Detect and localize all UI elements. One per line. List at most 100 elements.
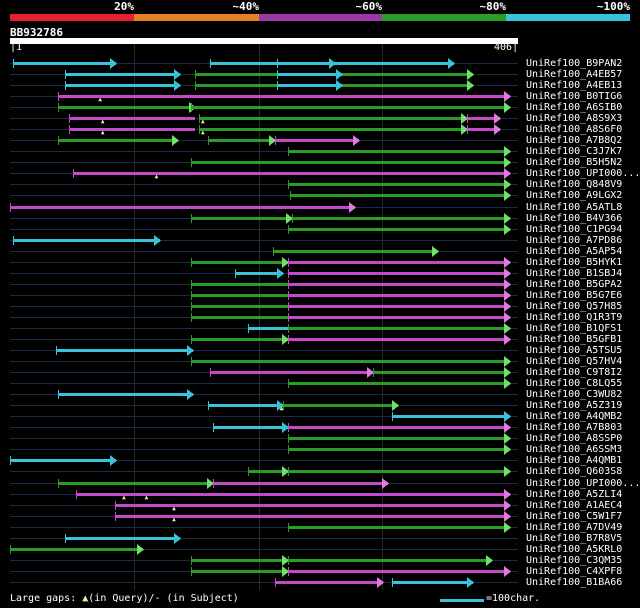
alignment-segment[interactable] xyxy=(65,73,181,77)
alignment-segment[interactable] xyxy=(287,271,511,275)
hit-name-link[interactable]: UniRef100_C9T8I2 xyxy=(526,367,623,379)
alignment-segment[interactable] xyxy=(72,172,511,176)
hit-name-link[interactable]: UniRef100_C3WU82 xyxy=(526,389,623,401)
alignment-segment[interactable] xyxy=(191,161,511,165)
hit-name-link[interactable]: UniRef100_B7R8V5 xyxy=(526,532,623,544)
hit-name-link[interactable]: UniRef100_B5GPA2 xyxy=(526,278,623,290)
hit-name-link[interactable]: UniRef100_A7B803 xyxy=(526,422,623,434)
hit-name-link[interactable]: UniRef100_A8S9X3 xyxy=(526,113,623,125)
hit-name-link[interactable]: UniRef100_C8LQ55 xyxy=(526,378,623,390)
alignment-segment[interactable] xyxy=(57,95,511,99)
hit-name-link[interactable]: UniRef100_Q1R3T9 xyxy=(526,311,623,323)
alignment-segment[interactable] xyxy=(290,194,511,198)
hit-name-link[interactable]: UniRef100_B1QFS1 xyxy=(526,322,623,334)
hit-name-link[interactable]: UniRef100_A9LGX2 xyxy=(526,190,623,202)
alignment-segment[interactable] xyxy=(191,360,511,364)
alignment-segment[interactable] xyxy=(191,304,288,308)
alignment-segment[interactable] xyxy=(57,139,178,143)
hit-name-link[interactable]: UniRef100_B5GFB1 xyxy=(526,334,623,345)
alignment-segment[interactable] xyxy=(287,426,511,430)
alignment-segment[interactable] xyxy=(276,84,342,88)
alignment-segment[interactable] xyxy=(65,84,181,88)
alignment-segment[interactable] xyxy=(287,437,511,441)
hit-name-link[interactable]: UniRef100_A5KRL0 xyxy=(526,543,623,555)
alignment-segment[interactable] xyxy=(10,205,356,209)
hit-name-link[interactable]: UniRef100_A4QMB1 xyxy=(526,455,623,467)
alignment-segment[interactable] xyxy=(12,238,161,242)
alignment-segment[interactable] xyxy=(275,139,360,143)
alignment-segment[interactable] xyxy=(68,128,196,132)
alignment-segment[interactable] xyxy=(287,293,511,297)
alignment-segment[interactable] xyxy=(287,558,492,562)
hit-name-link[interactable]: UniRef100_B1BA66 xyxy=(526,576,623,588)
alignment-segment[interactable] xyxy=(115,514,511,518)
alignment-segment[interactable] xyxy=(287,315,511,319)
alignment-segment[interactable] xyxy=(57,481,213,485)
alignment-segment[interactable] xyxy=(235,271,283,275)
alignment-segment[interactable] xyxy=(212,426,288,430)
alignment-segment[interactable] xyxy=(287,227,511,231)
alignment-segment[interactable] xyxy=(276,62,455,65)
alignment-segment[interactable] xyxy=(68,117,196,121)
alignment-segment[interactable] xyxy=(65,536,181,540)
alignment-segment[interactable] xyxy=(287,569,511,573)
hit-name-link[interactable]: UniRef100_A8SSP0 xyxy=(526,433,623,445)
hit-name-link[interactable]: UniRef100_C3J7K7 xyxy=(526,146,623,158)
alignment-segment[interactable] xyxy=(191,558,288,562)
hit-name-link[interactable]: UniRef100_A7B8Q2 xyxy=(526,135,623,147)
hit-name-link[interactable]: UniRef100_Q603S8 xyxy=(526,466,623,478)
alignment-segment[interactable] xyxy=(207,139,276,143)
alignment-segment[interactable] xyxy=(191,216,292,220)
alignment-segment[interactable] xyxy=(191,569,288,573)
hit-name-link[interactable]: UniRef100_Q57H85 xyxy=(526,300,623,312)
alignment-segment[interactable] xyxy=(12,62,117,65)
alignment-segment[interactable] xyxy=(247,470,288,474)
hit-name-link[interactable]: UniRef100_C5W1F7 xyxy=(526,510,623,522)
hit-name-link[interactable]: UniRef100_B0TIG6 xyxy=(526,91,623,103)
alignment-segment[interactable] xyxy=(191,315,288,319)
alignment-segment[interactable] xyxy=(10,547,143,551)
alignment-segment[interactable] xyxy=(291,216,511,220)
hit-name-link[interactable]: UniRef100_UPI000... xyxy=(526,168,638,180)
alignment-segment[interactable] xyxy=(287,470,511,474)
hit-name-link[interactable]: UniRef100_A8S6F0 xyxy=(526,124,623,136)
alignment-segment[interactable] xyxy=(287,282,511,286)
hit-name-link[interactable]: UniRef100_Q848V9 xyxy=(526,179,623,191)
alignment-segment[interactable] xyxy=(115,503,511,507)
hit-name-link[interactable]: UniRef100_B9PAN2 xyxy=(526,58,623,69)
hit-name-link[interactable]: UniRef100_A5ZLI4 xyxy=(526,488,623,500)
alignment-segment[interactable] xyxy=(391,415,511,419)
alignment-segment[interactable] xyxy=(287,525,511,529)
alignment-segment[interactable] xyxy=(210,62,336,65)
hit-name-link[interactable]: UniRef100_B5HYK1 xyxy=(526,256,623,268)
alignment-segment[interactable] xyxy=(287,183,511,187)
hit-name-link[interactable]: UniRef100_A4QMB2 xyxy=(526,411,623,423)
alignment-segment[interactable] xyxy=(198,117,467,121)
alignment-segment[interactable] xyxy=(287,448,511,452)
alignment-segment[interactable] xyxy=(191,293,288,297)
hit-name-link[interactable]: UniRef100_C1PG94 xyxy=(526,223,623,235)
alignment-segment[interactable] xyxy=(287,338,511,341)
hit-name-link[interactable]: UniRef100_A6SSM3 xyxy=(526,444,623,456)
alignment-segment[interactable] xyxy=(212,481,388,485)
hit-name-link[interactable]: UniRef100_A7DV49 xyxy=(526,521,623,533)
alignment-segment[interactable] xyxy=(198,128,467,132)
hit-name-link[interactable]: UniRef100_B4V366 xyxy=(526,212,623,224)
hit-name-link[interactable]: UniRef100_A4EB57 xyxy=(526,69,623,81)
alignment-segment[interactable] xyxy=(56,349,193,353)
hit-name-link[interactable]: UniRef100_A5Z319 xyxy=(526,400,623,412)
alignment-segment[interactable] xyxy=(282,404,398,408)
alignment-segment[interactable] xyxy=(287,326,511,330)
alignment-segment[interactable] xyxy=(191,106,511,110)
alignment-segment[interactable] xyxy=(210,371,373,375)
alignment-segment[interactable] xyxy=(191,282,288,286)
alignment-segment[interactable] xyxy=(207,404,283,408)
alignment-segment[interactable] xyxy=(191,260,288,264)
alignment-segment[interactable] xyxy=(466,117,501,121)
hit-name-link[interactable]: UniRef100_A5ATL8 xyxy=(526,201,623,213)
hit-name-link[interactable]: UniRef100_Q57HV4 xyxy=(526,356,623,368)
alignment-segment[interactable] xyxy=(247,326,288,330)
hit-name-link[interactable]: UniRef100_A6SIB0 xyxy=(526,102,623,114)
alignment-segment[interactable] xyxy=(76,492,511,496)
hit-name-link[interactable]: UniRef100_A5AP54 xyxy=(526,245,623,257)
